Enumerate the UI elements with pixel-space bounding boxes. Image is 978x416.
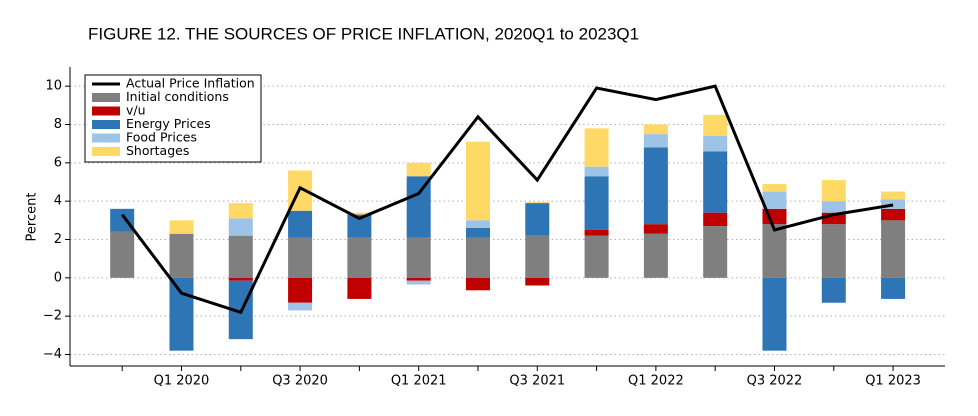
y-tick-label: 6 bbox=[54, 155, 62, 170]
y-tick-label: 0 bbox=[54, 270, 62, 285]
bar-segment bbox=[347, 277, 372, 299]
y-axis-label: Percent bbox=[25, 193, 40, 242]
y-tick-label: −4 bbox=[43, 347, 62, 362]
bar-segment bbox=[762, 183, 787, 192]
bar-segment bbox=[110, 231, 135, 278]
bar-segment bbox=[228, 235, 253, 278]
bar-segment bbox=[228, 203, 253, 219]
legend-label: Energy Prices bbox=[126, 116, 211, 131]
bar-segment bbox=[465, 141, 490, 221]
bar-segment bbox=[406, 176, 431, 238]
bar-segment bbox=[288, 302, 313, 311]
legend-label: Food Prices bbox=[126, 130, 197, 145]
bar-segment bbox=[821, 224, 846, 278]
x-tick-label: Q3 2021 bbox=[509, 374, 565, 389]
bar-segment bbox=[406, 280, 431, 285]
bar-segment bbox=[169, 277, 194, 351]
bar-segment bbox=[406, 237, 431, 278]
legend-swatch bbox=[92, 133, 120, 143]
bar-segment bbox=[584, 166, 609, 177]
bar-segment bbox=[288, 277, 313, 303]
bar-segment bbox=[288, 237, 313, 278]
line-series bbox=[120, 84, 894, 315]
y-tick-label: 8 bbox=[54, 117, 62, 132]
bar-segment bbox=[821, 201, 846, 213]
x-tick-label: Q1 2022 bbox=[628, 374, 684, 389]
bar-segment bbox=[821, 180, 846, 202]
bar-segment bbox=[643, 233, 668, 278]
bar-segment bbox=[525, 202, 550, 204]
bar-segment bbox=[584, 229, 609, 236]
bar-segment bbox=[881, 277, 906, 299]
legend-label: Actual Price Inflation bbox=[126, 76, 255, 91]
bar-segment bbox=[703, 212, 728, 227]
bar-segment bbox=[228, 218, 253, 236]
bar-segment bbox=[465, 228, 490, 238]
bar-segment bbox=[406, 162, 431, 177]
bar-segment bbox=[643, 124, 668, 135]
bar-segment bbox=[762, 191, 787, 209]
bar-segment bbox=[762, 277, 787, 351]
bar-segment bbox=[703, 114, 728, 136]
bar-segment bbox=[169, 220, 194, 234]
bar-segment bbox=[465, 277, 490, 291]
bar-segment bbox=[881, 220, 906, 278]
bar-segment bbox=[347, 237, 372, 278]
bar-segment bbox=[347, 214, 372, 238]
bar-segment bbox=[881, 191, 906, 200]
bar-segment bbox=[584, 128, 609, 167]
bar-segment bbox=[584, 235, 609, 278]
bar-segment bbox=[703, 151, 728, 213]
x-tick-label: Q1 2020 bbox=[154, 374, 210, 389]
bar-segment bbox=[821, 212, 846, 225]
bar-segment bbox=[465, 220, 490, 228]
bar-segment bbox=[347, 212, 372, 215]
bar-segment bbox=[584, 176, 609, 230]
bar-segment bbox=[525, 277, 550, 286]
bar-segment bbox=[881, 199, 906, 209]
legend-swatch bbox=[92, 120, 120, 129]
legend-label: Initial conditions bbox=[126, 89, 229, 104]
legend-swatch bbox=[92, 93, 120, 102]
legend-swatch bbox=[92, 106, 120, 116]
x-tick-label: Q3 2020 bbox=[272, 374, 328, 389]
bar-segment bbox=[169, 233, 194, 278]
bar-segment bbox=[762, 224, 787, 278]
x-tick-label: Q3 2022 bbox=[747, 374, 803, 389]
bar-segment bbox=[821, 277, 846, 303]
bar-segment bbox=[703, 226, 728, 278]
bar-segment bbox=[228, 277, 253, 281]
legend-label: v/u bbox=[126, 103, 146, 118]
legend-label: Shortages bbox=[126, 143, 189, 158]
bar-segment bbox=[643, 147, 668, 225]
bar-segment bbox=[465, 237, 490, 278]
bar-segment bbox=[525, 203, 550, 236]
bar-segment bbox=[406, 277, 431, 281]
y-tick-label: −2 bbox=[43, 309, 62, 324]
y-tick-label: 10 bbox=[45, 79, 62, 94]
bar-segment bbox=[881, 208, 906, 221]
legend-swatch bbox=[92, 147, 120, 156]
chart-title: FIGURE 12. THE SOURCES OF PRICE INFLATIO… bbox=[88, 24, 639, 43]
bar-segment bbox=[525, 235, 550, 278]
bar-segment bbox=[643, 224, 668, 234]
x-tick-label: Q1 2023 bbox=[865, 374, 921, 389]
bar-segment bbox=[110, 208, 135, 232]
bar-segment bbox=[288, 210, 313, 238]
y-tick-label: 2 bbox=[54, 232, 62, 247]
bar-segment bbox=[703, 136, 728, 152]
bar-segment bbox=[643, 134, 668, 148]
y-tick-label: 4 bbox=[54, 194, 62, 209]
x-tick-label: Q1 2021 bbox=[391, 374, 447, 389]
